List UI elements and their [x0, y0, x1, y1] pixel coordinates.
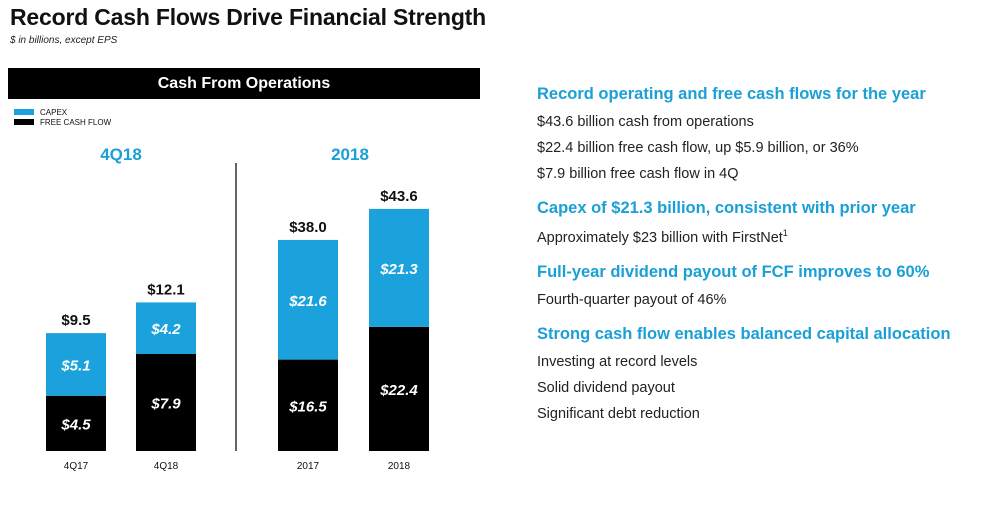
value-label-capex: $21.3 [379, 261, 418, 278]
chart-header: Cash From Operations [8, 68, 480, 99]
category-label: 2017 [297, 461, 320, 472]
section-heading: Strong cash flow enables balanced capita… [537, 324, 951, 343]
group-label: 2018 [331, 145, 369, 164]
total-label: $12.1 [147, 281, 185, 298]
group-label: 4Q18 [100, 145, 142, 164]
bar-capex [136, 302, 196, 354]
category-label: 4Q18 [154, 461, 179, 472]
bar-fcf [278, 359, 338, 451]
total-label: $9.5 [61, 312, 90, 329]
bar-capex [278, 239, 338, 360]
cash-flow-chart: 4Q18 $4.5 $5.1 $9.5 4Q17 $7.9 $4.2 $12.1 4Q18 201… [46, 145, 429, 472]
section-item: $22.4 billion free cash flow, up $5.9 bi… [537, 140, 859, 156]
highlight-section: Record operating and free cash flows for… [537, 85, 977, 182]
highlights-panel: Record operating and free cash flows for… [537, 85, 977, 439]
total-label: $43.6 [380, 188, 418, 205]
section-heading: Capex of $21.3 billion, consistent with … [537, 199, 916, 217]
highlight-section: Strong cash flow enables balanced capita… [537, 325, 977, 422]
legend-label-capex: CAPEX [40, 107, 68, 117]
total-label: $38.0 [289, 219, 327, 236]
bar-fcf [136, 353, 196, 451]
bar-fcf [369, 326, 429, 451]
highlight-section: Capex of $21.3 billion, consistent with … [537, 199, 977, 246]
section-item: Fourth-quarter payout of 46% [537, 291, 727, 308]
category-label: 2018 [388, 461, 411, 472]
section-item: Investing at record levels [537, 353, 698, 370]
legend-item-capex: CAPEX [14, 107, 111, 117]
section-item: Significant debt reduction [537, 405, 700, 422]
section-heading: Record operating and free cash flows for… [537, 85, 926, 103]
legend-item-fcf: FREE CASH FLOW [14, 117, 111, 127]
value-label-fcf: $16.5 [288, 398, 327, 415]
chart-legend: CAPEX FREE CASH FLOW [14, 107, 111, 127]
highlight-section: Full-year dividend payout of FCF improve… [537, 263, 977, 308]
legend-swatch-fcf [14, 119, 34, 125]
legend-swatch-capex [14, 109, 34, 115]
bar-capex [369, 208, 429, 327]
value-label-fcf: $22.4 [379, 382, 418, 399]
section-heading: Full-year dividend payout of FCF improve… [537, 262, 930, 281]
value-label-capex: $4.2 [150, 321, 181, 338]
bar-fcf [46, 395, 106, 451]
page-subtitle: $ in billions, except EPS [10, 35, 118, 46]
section-item-text: Approximately $23 billion with FirstNet [537, 229, 783, 246]
bar-capex [46, 333, 106, 396]
section-item: $7.9 billion free cash flow in 4Q [537, 166, 739, 182]
legend-label-fcf: FREE CASH FLOW [40, 117, 112, 127]
footnote-marker: 1 [782, 228, 788, 238]
section-item: Solid dividend payout [537, 379, 675, 396]
value-label-fcf: $4.5 [60, 416, 91, 433]
page-title: Record Cash Flows Drive Financial Streng… [10, 4, 486, 30]
section-item: $43.6 billion cash from operations [537, 114, 754, 130]
chart-header-label: Cash From Operations [157, 74, 331, 92]
category-label: 4Q17 [64, 461, 89, 472]
section-item: Approximately $23 billion with FirstNet1 [537, 228, 977, 246]
value-label-capex: $21.6 [288, 293, 327, 310]
value-label-capex: $5.1 [60, 357, 90, 374]
value-label-fcf: $7.9 [150, 395, 181, 412]
